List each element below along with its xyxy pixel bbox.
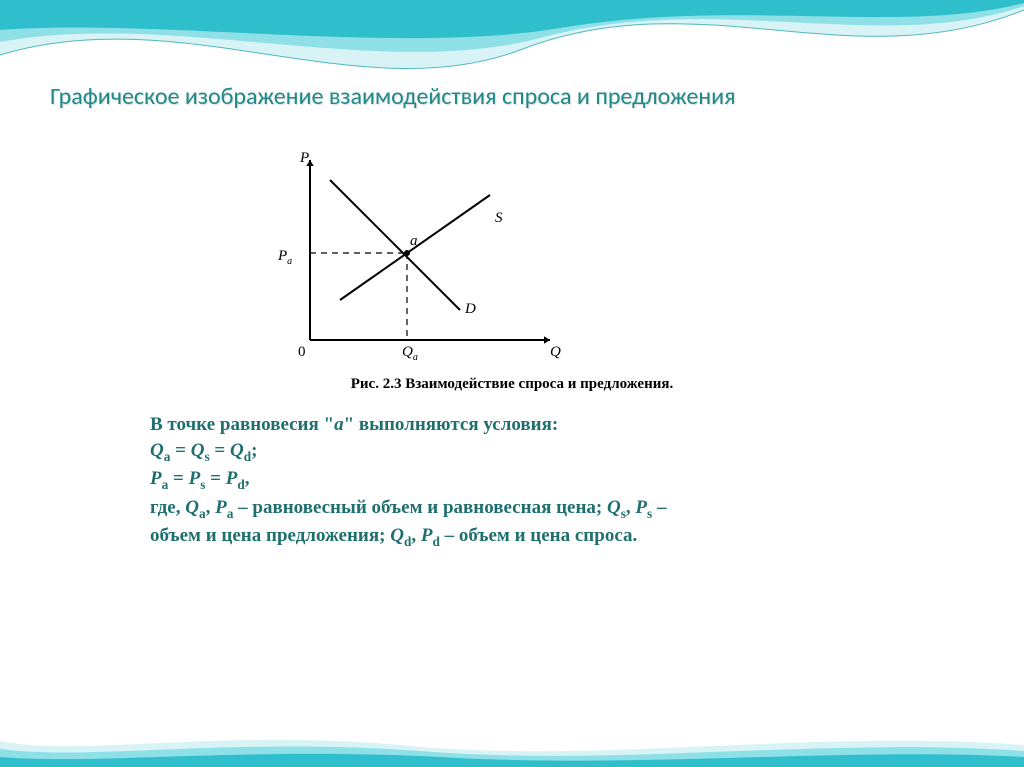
svg-text:P: P	[299, 150, 309, 166]
svg-text:Qa: Qa	[402, 344, 418, 363]
svg-text:Pa: Pa	[277, 248, 292, 267]
svg-text:a: a	[410, 233, 418, 249]
supply-demand-chart: P Q 0 S Da Pa Qa	[250, 150, 590, 370]
slide-title: Графическое изображение взаимодействия с…	[50, 82, 974, 111]
line-2: Qa = Qs = Qd;	[150, 438, 890, 466]
svg-text:D: D	[464, 301, 476, 317]
line-5: объем и цена предложения; Qd, Pd – объем…	[150, 523, 890, 551]
decorative-bottom-wave	[0, 727, 1024, 767]
line-1: В точке равновесия "a" выполняются услов…	[150, 412, 890, 438]
body-text: В точке равновесия "a" выполняются услов…	[150, 412, 890, 551]
slide: Графическое изображение взаимодействия с…	[0, 0, 1024, 767]
line-3: Pa = Ps = Pd,	[150, 466, 890, 494]
chart-svg: P Q 0 S Da Pa Qa	[250, 150, 590, 370]
svg-text:S: S	[495, 210, 503, 226]
figure-caption: Рис. 2.3 Взаимодействие спроса и предлож…	[0, 376, 1024, 393]
svg-text:0: 0	[298, 344, 306, 360]
svg-text:Q: Q	[550, 344, 561, 360]
decorative-top-wave	[0, 0, 1024, 90]
line-4: где, Qa, Pa – равновесный объем и равнов…	[150, 495, 890, 523]
